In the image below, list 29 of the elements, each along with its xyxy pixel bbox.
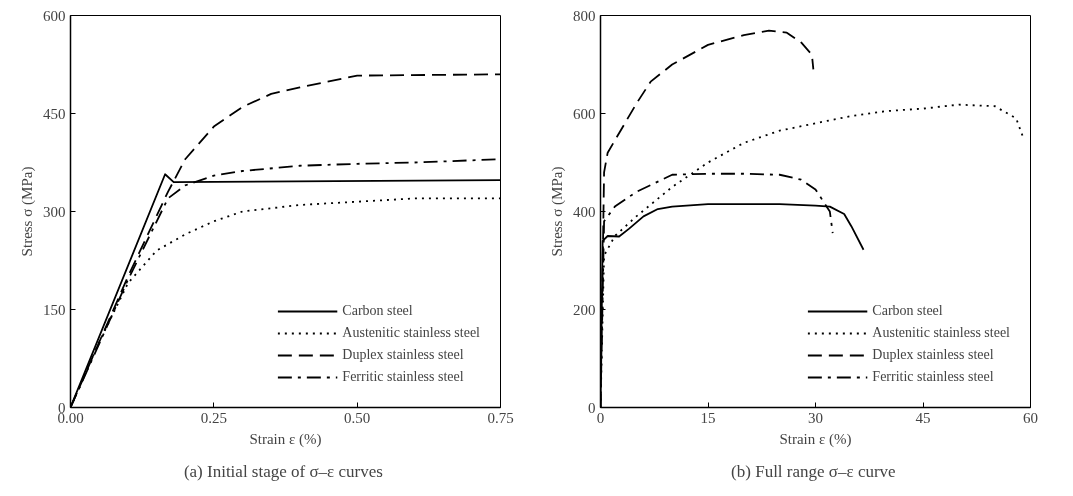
legend-label: Austenitic stainless steel bbox=[342, 325, 480, 341]
y-tick-label: 600 bbox=[573, 105, 596, 122]
y-tick-label: 200 bbox=[573, 301, 596, 318]
x-tick-label: 60 bbox=[1023, 409, 1038, 426]
x-axis-title: Strain ε (%) bbox=[249, 430, 322, 448]
x-tick-label: 0.50 bbox=[344, 409, 371, 426]
y-tick-label: 800 bbox=[573, 7, 596, 24]
x-tick-label: 45 bbox=[915, 409, 931, 426]
x-axis-title: Strain ε (%) bbox=[779, 430, 852, 448]
y-tick-label: 300 bbox=[43, 203, 66, 220]
y-tick-label: 450 bbox=[43, 105, 66, 122]
x-tick-label: 30 bbox=[808, 409, 823, 426]
legend-label: Duplex stainless steel bbox=[872, 347, 994, 363]
x-tick-label: 0.25 bbox=[200, 409, 227, 426]
x-tick-label: 0.75 bbox=[487, 409, 514, 426]
y-tick-label: 150 bbox=[43, 301, 66, 318]
legend-label: Duplex stainless steel bbox=[342, 347, 464, 363]
text: (b) Full range σ–ε curve bbox=[731, 461, 896, 481]
legend-label: Carbon steel bbox=[342, 303, 413, 319]
text: (a) Initial stage of σ–ε curves bbox=[183, 461, 383, 481]
y-tick-label: 400 bbox=[573, 203, 596, 220]
y-axis-title: Stress σ (MPa) bbox=[19, 166, 36, 257]
legend-label: Austenitic stainless steel bbox=[872, 325, 1010, 341]
legend-label: Carbon steel bbox=[872, 303, 943, 319]
y-axis-title: Stress σ (MPa) bbox=[549, 166, 566, 257]
legend-label: Ferritic stainless steel bbox=[342, 369, 464, 385]
x-tick-label: 15 bbox=[700, 409, 716, 426]
y-tick-label: 600 bbox=[43, 7, 66, 24]
legend-label: Ferritic stainless steel bbox=[872, 369, 994, 385]
